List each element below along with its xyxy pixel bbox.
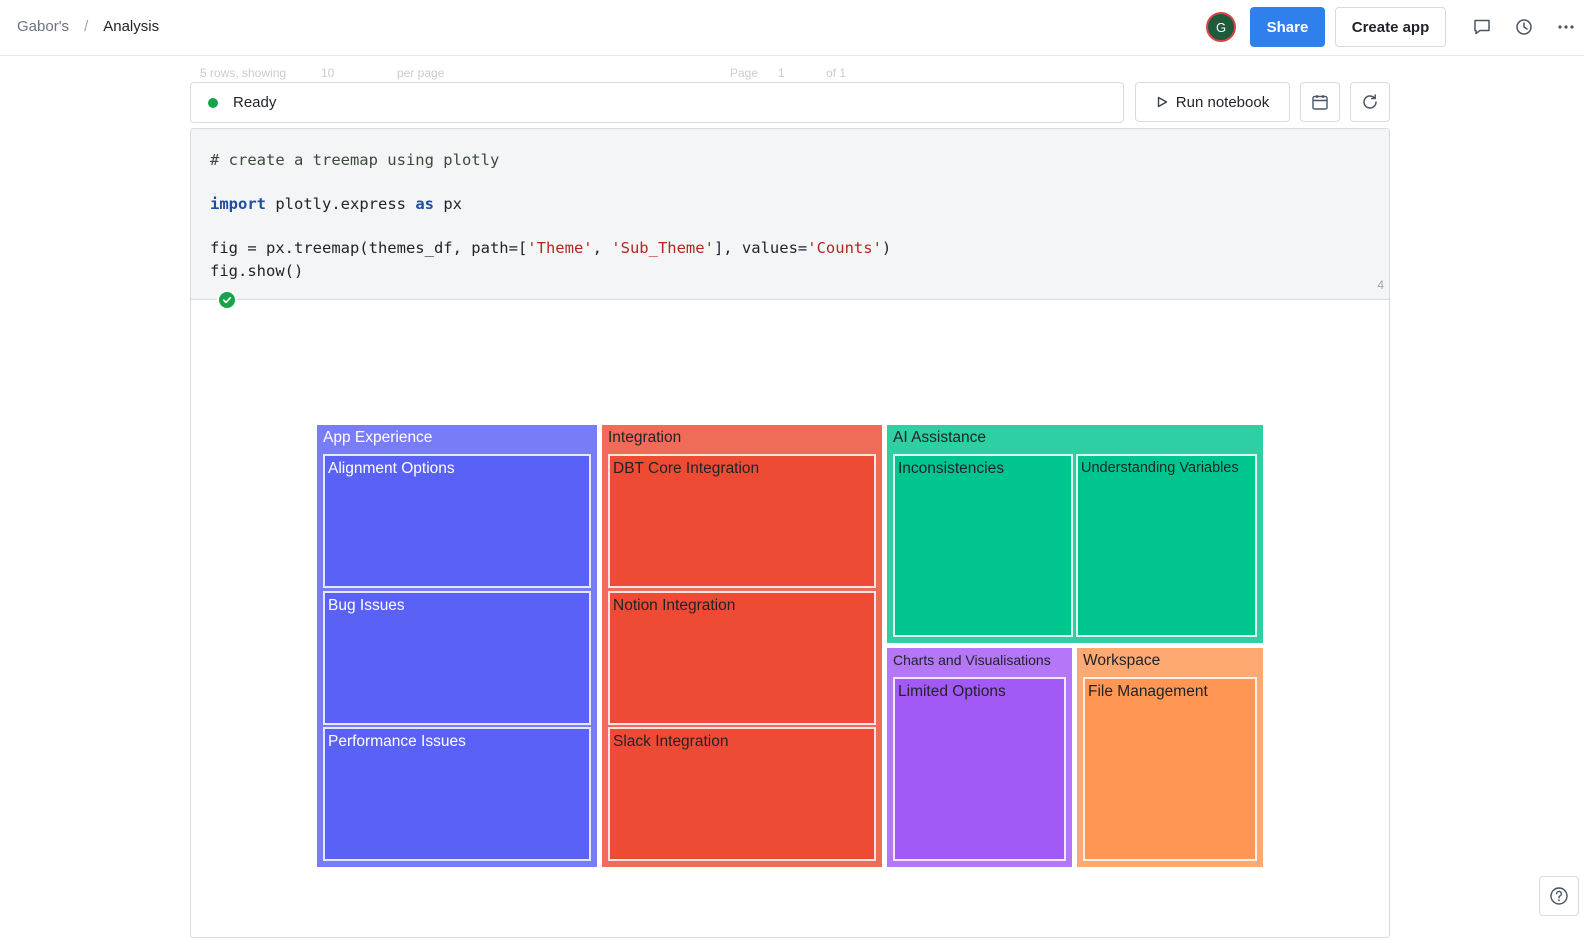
code-text: fig = px.treemap(themes_df, path=[: [210, 239, 528, 257]
treemap-leaf-bug-issues[interactable]: Bug Issues: [323, 591, 591, 725]
run-notebook-button[interactable]: Run notebook: [1135, 82, 1290, 122]
code-line-show: fig.show(): [210, 262, 304, 280]
breadcrumb-page[interactable]: Analysis: [103, 18, 160, 35]
code-editor[interactable]: # create a treemap using plotly import p…: [191, 129, 1389, 300]
treemap-leaf-dbt-core-integration[interactable]: DBT Core Integration: [608, 454, 876, 588]
code-text: ,: [592, 239, 612, 257]
help-button[interactable]: [1539, 876, 1579, 916]
code-string: 'Counts': [807, 239, 882, 257]
top-bar: Gabor's / Analysis G Share Create app: [0, 0, 1584, 56]
treemap-group-label: App Experience: [323, 429, 433, 446]
create-app-button[interactable]: Create app: [1335, 7, 1446, 47]
treemap-leaf-label: Inconsistencies: [898, 460, 1004, 477]
status-dot-icon: [208, 98, 218, 108]
ghost-rows-text: 5 rows, showing: [200, 66, 287, 80]
treemap-leaf-label: Understanding Variables: [1081, 460, 1239, 476]
treemap-leaf-label: Slack Integration: [613, 733, 729, 750]
code-keyword: as: [415, 195, 434, 213]
code-text: px: [433, 195, 462, 213]
comment-icon[interactable]: [1471, 16, 1493, 38]
treemap-leaf-label: Bug Issues: [328, 597, 405, 614]
treemap-leaf-alignment-options[interactable]: Alignment Options: [323, 454, 591, 588]
treemap-leaf-label: Notion Integration: [613, 597, 736, 614]
kernel-status: Ready: [190, 82, 1124, 123]
history-icon[interactable]: [1513, 16, 1535, 38]
breadcrumb-separator: /: [84, 18, 89, 35]
avatar[interactable]: G: [1206, 12, 1236, 42]
success-check-icon: [217, 290, 237, 310]
play-icon: [1157, 96, 1167, 108]
schedule-button[interactable]: [1300, 82, 1340, 122]
share-button[interactable]: Share: [1250, 7, 1325, 47]
treemap-leaf-notion-integration[interactable]: Notion Integration: [608, 591, 876, 725]
treemap-leaf-label: File Management: [1088, 683, 1208, 700]
refresh-button[interactable]: [1350, 82, 1390, 122]
treemap-group-label: Integration: [608, 429, 682, 446]
help-icon: [1550, 887, 1568, 905]
treemap-leaf-label: Alignment Options: [328, 460, 455, 477]
code-keyword: import: [210, 195, 266, 213]
code-string: 'Sub_Theme': [611, 239, 714, 257]
refresh-icon: [1363, 94, 1377, 109]
treemap-leaf-inconsistencies[interactable]: Inconsistencies: [893, 454, 1073, 637]
treemap-leaf-label: Performance Issues: [328, 733, 466, 750]
treemap-leaf-slack-integration[interactable]: Slack Integration: [608, 727, 876, 861]
treemap-group-label: Charts and Visualisations: [893, 652, 1051, 668]
ghost-page-size: 10: [321, 66, 335, 80]
treemap-leaf-file-management[interactable]: File Management: [1083, 677, 1257, 861]
code-text: plotly.express: [266, 195, 416, 213]
treemap-leaf-understanding-variables[interactable]: Understanding Variables: [1076, 454, 1257, 637]
code-line-treemap: fig = px.treemap(themes_df, path=['Theme…: [210, 239, 891, 257]
ghost-page-label: Page: [730, 66, 759, 80]
code-string: 'Theme': [527, 239, 593, 257]
breadcrumb-workspace[interactable]: Gabor's: [17, 18, 70, 35]
code-text: ], values=: [713, 239, 808, 257]
code-line-comment: # create a treemap using plotly: [210, 151, 500, 169]
run-notebook-label: Run notebook: [1175, 93, 1270, 111]
breadcrumb: Gabor's / Analysis: [17, 18, 159, 35]
calendar-icon: [1312, 95, 1328, 110]
treemap-leaf-label: Limited Options: [898, 683, 1006, 700]
treemap-leaf-performance-issues[interactable]: Performance Issues: [323, 727, 591, 861]
treemap-group-label: AI Assistance: [893, 429, 987, 446]
treemap-leaf-limited-options[interactable]: Limited Options: [893, 677, 1066, 861]
code-line-import: import plotly.express as px: [210, 195, 462, 213]
ghost-page-num: 1: [778, 66, 785, 80]
status-text: Ready: [233, 94, 277, 111]
code-text: ): [881, 239, 892, 257]
line-number: 4: [1377, 278, 1384, 292]
ghost-per-page: per page: [397, 66, 445, 80]
treemap-group-label: Workspace: [1083, 652, 1161, 669]
treemap-leaf-label: DBT Core Integration: [613, 460, 760, 477]
ghost-of-text: of 1: [826, 66, 847, 80]
more-options-icon[interactable]: [1555, 16, 1577, 38]
